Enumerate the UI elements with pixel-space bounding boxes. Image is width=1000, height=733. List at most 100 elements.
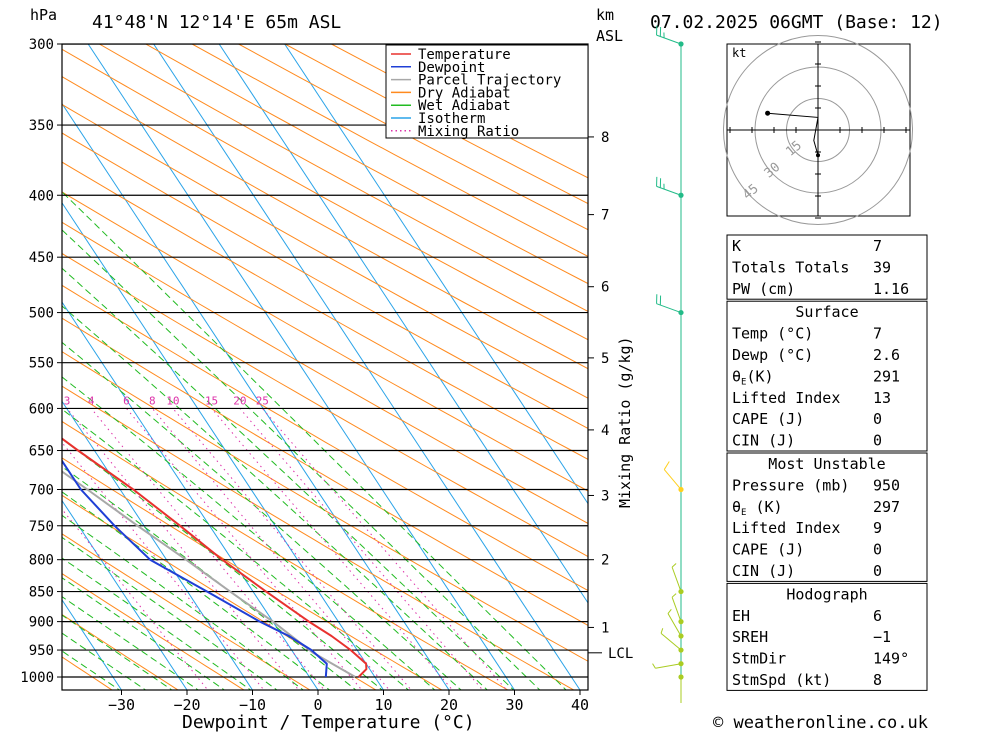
index-label: Lifted Index (732, 519, 840, 537)
wind-barb-half-flag (660, 628, 664, 634)
mixing-ratio-line (261, 408, 508, 690)
isotherm-line (218, 44, 588, 604)
dry-adiabat-line (62, 76, 588, 370)
wet-adiabat-line (62, 229, 541, 690)
km-tick-label: 7 (601, 208, 609, 224)
pressure-tick-label: 350 (29, 118, 54, 134)
indices-section-title: Hodograph (786, 585, 867, 603)
hodograph-trace (767, 112, 819, 156)
x-tick-label: 10 (374, 696, 392, 714)
index-value: 7 (873, 325, 882, 343)
index-label: Pressure (mb) (732, 476, 849, 494)
indices-box (726, 582, 928, 691)
wind-barb-shaft (671, 566, 682, 592)
mixing-ratio-label: 10 (166, 394, 179, 407)
index-value: 297 (873, 498, 900, 516)
wind-barb-shaft (655, 663, 682, 669)
location-title: 41°48'N 12°14'E 65m ASL (92, 12, 341, 33)
wind-barb-shaft (663, 469, 682, 490)
wet-adiabat-line (62, 376, 436, 690)
pressure-tick-label: 900 (29, 615, 54, 631)
dry-adiabat-line (62, 221, 588, 524)
dry-adiabat-line (62, 385, 575, 690)
index-label: StmSpd (kt) (732, 671, 831, 689)
temperature-line (62, 437, 368, 678)
dry-adiabat-line (62, 132, 588, 430)
index-label: StmDir (732, 650, 786, 668)
isotherm-line (87, 44, 515, 690)
dewpoint-line (62, 459, 328, 678)
pressure-tick-label: 600 (29, 401, 54, 417)
index-label: Lifted Index (732, 389, 840, 407)
index-value: 0 (873, 562, 882, 580)
index-label: θE (K) (732, 498, 783, 518)
dry-adiabat-line (62, 191, 588, 492)
index-label: CAPE (J) (732, 541, 804, 559)
pressure-tick-label: 1000 (20, 670, 54, 686)
dry-adiabat-line (62, 457, 443, 690)
km-tick-label: 4 (601, 423, 609, 439)
km-tick-label: 2 (601, 553, 609, 569)
isotherm-line (284, 44, 588, 505)
x-tick-label: 40 (571, 696, 589, 714)
km-tick-label: 5 (601, 351, 609, 367)
dry-adiabat-line (62, 103, 588, 399)
index-value: 2.6 (873, 346, 900, 364)
indices-tables: K 7 Totals Totals 39 PW (cm) 1.16 Surface Temp … (726, 234, 928, 691)
isotherm-line (62, 598, 122, 690)
x-tick-label: −10 (239, 696, 266, 714)
mixing-ratio-line (126, 408, 363, 690)
wind-barb-shaft (656, 303, 682, 314)
wet-adiabat-line (62, 557, 252, 690)
dry-adiabat-line (62, 533, 311, 690)
index-label: CIN (J) (732, 562, 795, 580)
index-label: Temp (°C) (732, 325, 813, 343)
index-value: −1 (873, 628, 891, 646)
x-tick-label: −20 (173, 696, 200, 714)
pressure-tick-label: 750 (29, 519, 54, 535)
hodograph-point (816, 153, 820, 158)
wind-barb-shaft (660, 632, 682, 651)
dry-adiabat-line (98, 44, 588, 312)
x-tick-label: −30 (108, 696, 135, 714)
wind-barb-half-flag (652, 663, 656, 669)
wind-barb-shaft (656, 34, 682, 45)
mixing-ratio-line (90, 408, 325, 690)
mixing-ratio-axis-title: Mixing Ratio (g/kg) (616, 336, 634, 508)
wet-adiabat-line (62, 408, 410, 690)
hpa-unit-label: hPa (30, 6, 57, 24)
wet-adiabat-line (62, 191, 567, 690)
mixing-ratio-label: 4 (88, 394, 95, 407)
wet-adiabat-line (62, 514, 305, 690)
legend-entry-label: Dewpoint (418, 60, 485, 76)
index-value: 291 (873, 367, 900, 385)
dry-adiabat-line (62, 252, 588, 558)
pressure-tick-label: 400 (29, 188, 54, 204)
wind-barb-dot (678, 633, 684, 639)
indices-section-title: Surface (795, 303, 858, 321)
legend-entry-label: Parcel Trajectory (418, 73, 561, 89)
index-label: CAPE (J) (732, 410, 804, 428)
dry-adiabat-line (62, 494, 377, 690)
km-unit-label: km (596, 6, 614, 24)
indices-box (726, 300, 928, 452)
index-label: Dewp (°C) (732, 346, 813, 364)
index-value: 7 (873, 237, 882, 255)
wet-adiabat-line (62, 267, 515, 690)
isotherm-line (153, 44, 581, 690)
wet-adiabat-line (62, 596, 199, 690)
pressure-tick-label: 650 (29, 444, 54, 460)
wind-barb-half-flag (667, 608, 672, 614)
dry-adiabat-line (62, 573, 245, 690)
index-value: 0 (873, 432, 882, 450)
pressure-tick-label: 800 (29, 553, 54, 569)
isotherm-line (62, 301, 319, 690)
dry-adiabat-line (62, 351, 588, 662)
pressure-tick-label: 700 (29, 482, 54, 498)
km-tick-label: 8 (601, 130, 609, 146)
wet-adiabat-line (62, 577, 226, 690)
km-tick-label: 3 (601, 488, 609, 504)
mixing-ratio-label: 3 (64, 394, 71, 407)
